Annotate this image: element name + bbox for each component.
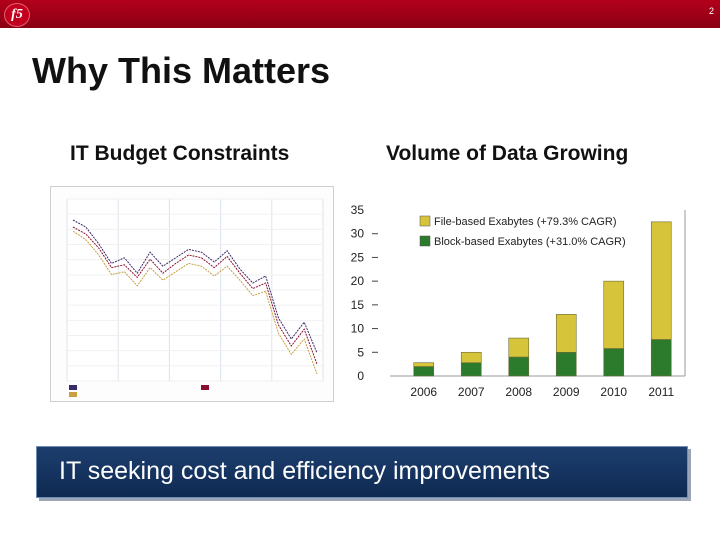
budget-line-chart xyxy=(50,186,334,402)
bar-x-tick-label: 2011 xyxy=(648,385,674,399)
bar-y-tick-label: 30 xyxy=(351,227,365,241)
bar-2006-file xyxy=(413,362,435,367)
bar-y-tick-label: 10 xyxy=(351,322,365,336)
bar-legend-swatch xyxy=(419,215,431,227)
bar-2007-file xyxy=(460,351,482,364)
line-legend-swatch xyxy=(69,385,77,390)
bar-x-tick-label: 2010 xyxy=(600,385,627,399)
bar-2010-file xyxy=(603,280,625,349)
bar-x-tick-label: 2009 xyxy=(553,385,580,399)
line-series-3 xyxy=(72,230,318,375)
bar-y-tick-label: 0 xyxy=(357,369,364,383)
bar-y-axis: 0 5 10 15 20 25 30 35 xyxy=(351,203,686,383)
top-bar: f5 2 xyxy=(0,0,720,28)
slide-title: Why This Matters xyxy=(32,50,331,91)
bar-2008-block xyxy=(508,356,530,377)
bar-y-tick-label: 35 xyxy=(351,203,365,217)
bar-legend: File-based Exabytes (+79.3% CAGR) Block-b… xyxy=(419,215,626,248)
bar-2006-block xyxy=(413,366,435,377)
bar-marks xyxy=(413,221,672,377)
line-legend-swatch xyxy=(69,392,77,397)
summary-banner: IT seeking cost and efficiency improveme… xyxy=(36,446,688,498)
bar-legend-label: File-based Exabytes (+79.3% CAGR) xyxy=(434,216,617,228)
data-growth-bar-chart: 0 5 10 15 20 25 30 35 File-based Exabytes (+79.… xyxy=(351,203,686,399)
data-heading: Volume of Data Growing xyxy=(386,142,629,165)
bar-2011-file xyxy=(650,221,672,340)
bar-y-tick-label: 5 xyxy=(357,345,364,359)
bar-x-tick-label: 2006 xyxy=(410,385,437,399)
bar-y-tick-label: 15 xyxy=(351,298,365,312)
banner-text: IT seeking cost and efficiency improveme… xyxy=(59,457,550,485)
bar-legend-swatch xyxy=(419,235,431,247)
budget-line-chart-svg xyxy=(66,198,324,397)
f5-logo: f5 xyxy=(4,3,30,27)
bar-x-tick-label: 2008 xyxy=(505,385,532,399)
budget-heading: IT Budget Constraints xyxy=(70,142,290,165)
bar-2008-file xyxy=(508,337,530,358)
line-series-1 xyxy=(72,219,318,354)
bar-2009-file xyxy=(555,314,577,353)
bar-2010-block xyxy=(603,348,625,377)
bar-legend-label: Block-based Exabytes (+31.0% CAGR) xyxy=(434,236,626,248)
bar-2007-block xyxy=(460,362,482,377)
bar-2011-block xyxy=(650,339,672,377)
bar-x-tick-label: 2007 xyxy=(458,385,485,399)
slide-number: 2 xyxy=(708,6,714,16)
bar-2009-block xyxy=(555,351,577,377)
line-legend-swatch xyxy=(201,385,209,390)
bar-y-tick-label: 25 xyxy=(351,250,365,264)
bar-x-axis: 2006 2007 2008 2009 2010 2011 xyxy=(410,385,674,399)
bar-y-tick-label: 20 xyxy=(351,274,365,288)
